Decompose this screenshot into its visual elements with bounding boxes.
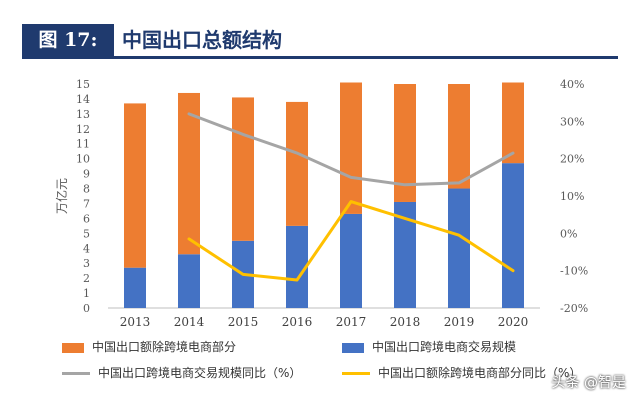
y-tick-label: 7 [83, 197, 90, 210]
x-tick-label: 2014 [174, 315, 205, 329]
bar-export-excluding-ecommerce [340, 82, 362, 214]
y-tick-label: 5 [83, 227, 90, 240]
chart-legend: 中国出口额除跨境电商部分 中国出口跨境电商交易规模 中国出口跨境电商交易规模同比… [0, 330, 640, 402]
y2-tick-label: 10% [560, 190, 584, 203]
bar-export-excluding-ecommerce [286, 101, 308, 226]
watermark: 头条 @智是 [551, 375, 626, 391]
bar-cross-border-ecommerce [178, 254, 200, 308]
line-export-excluding-yoy [187, 200, 515, 282]
x-tick-label: 2016 [282, 315, 313, 329]
y2-tick-label: 0% [560, 227, 577, 240]
y-tick-label: 11 [76, 138, 90, 151]
legend-item-orange: 中国出口额除跨境电商部分 [62, 338, 236, 356]
x-tick-label: 2013 [120, 315, 151, 329]
x-tick-label: 2018 [390, 315, 421, 329]
y-axis-title: 万亿元 [54, 178, 69, 214]
y2-tick-label: 40% [560, 78, 584, 91]
x-tick-label: 2017 [336, 315, 367, 329]
bar-export-excluding-ecommerce [448, 84, 470, 189]
legend-label: 中国出口额除跨境电商部分同比（%） [378, 366, 582, 380]
y-tick-label: 15 [76, 78, 90, 91]
bar-export-excluding-ecommerce [232, 97, 254, 241]
bar-cross-border-ecommerce [502, 163, 524, 308]
bar-export-excluding-ecommerce [394, 84, 416, 202]
y-tick-label: 8 [83, 183, 90, 196]
bar-export-excluding-ecommerce [502, 82, 524, 164]
y-tick-label: 13 [76, 108, 90, 121]
figure-number: 图 17: [22, 24, 114, 56]
x-tick-label: 2019 [444, 315, 475, 329]
x-tick-label: 2020 [498, 315, 529, 329]
export-structure-chart: 0123456789101112131415-20%-10%0%10%20%30… [54, 78, 588, 329]
y-tick-label: 0 [83, 302, 90, 315]
bar-export-excluding-ecommerce [124, 103, 146, 268]
bar-cross-border-ecommerce [340, 213, 362, 308]
figure-header: 图 17: 中国出口总额结构 [0, 0, 640, 59]
y2-tick-label: 20% [560, 153, 584, 166]
legend-item-yellow: 中国出口额除跨境电商部分同比（%） [342, 364, 581, 382]
legend-swatch-gray [62, 372, 90, 375]
legend-label: 中国出口额除跨境电商部分 [92, 340, 237, 354]
y-tick-label: 14 [76, 93, 90, 106]
line-ecommerce-yoy [187, 112, 515, 187]
y-tick-label: 10 [76, 153, 90, 166]
y2-tick-label: -10% [560, 265, 588, 278]
bar-export-excluding-ecommerce [178, 92, 200, 255]
y-tick-label: 9 [83, 168, 90, 181]
y2-tick-label: 30% [560, 115, 584, 128]
bar-cross-border-ecommerce [448, 188, 470, 308]
y-tick-label: 2 [83, 272, 90, 285]
y-tick-label: 1 [83, 287, 90, 300]
x-tick-label: 2015 [228, 315, 259, 329]
legend-item-blue: 中国出口跨境电商交易规模 [342, 338, 516, 356]
bar-cross-border-ecommerce [394, 201, 416, 308]
y-tick-label: 6 [83, 212, 90, 225]
legend-label: 中国出口跨境电商交易规模 [372, 340, 517, 354]
y-tick-label: 3 [83, 257, 90, 270]
title-rule [22, 56, 618, 59]
y-tick-label: 12 [76, 123, 90, 136]
legend-item-gray: 中国出口跨境电商交易规模同比（%） [62, 364, 301, 382]
legend-swatch-blue [342, 342, 364, 353]
y2-tick-label: -20% [560, 302, 588, 315]
figure-title: 中国出口总额结构 [122, 28, 282, 52]
bar-cross-border-ecommerce [124, 267, 146, 308]
legend-swatch-orange [62, 342, 84, 353]
bar-cross-border-ecommerce [286, 225, 308, 308]
legend-swatch-yellow [342, 372, 370, 375]
y-tick-label: 4 [83, 242, 90, 255]
legend-label: 中国出口跨境电商交易规模同比（%） [98, 366, 302, 380]
